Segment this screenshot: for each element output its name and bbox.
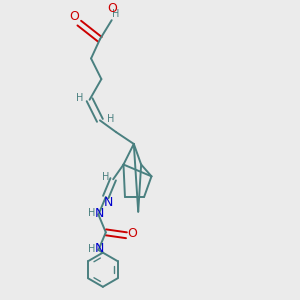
Text: O: O	[127, 227, 137, 240]
Text: O: O	[69, 10, 79, 23]
Text: N: N	[94, 242, 104, 255]
Text: N: N	[103, 196, 113, 209]
Text: H: H	[107, 114, 114, 124]
Text: H: H	[88, 244, 96, 254]
Text: N: N	[94, 207, 104, 220]
Text: H: H	[88, 208, 96, 218]
Text: H: H	[112, 9, 119, 19]
Text: H: H	[102, 172, 110, 182]
Text: H: H	[76, 93, 83, 103]
Text: O: O	[107, 2, 117, 16]
